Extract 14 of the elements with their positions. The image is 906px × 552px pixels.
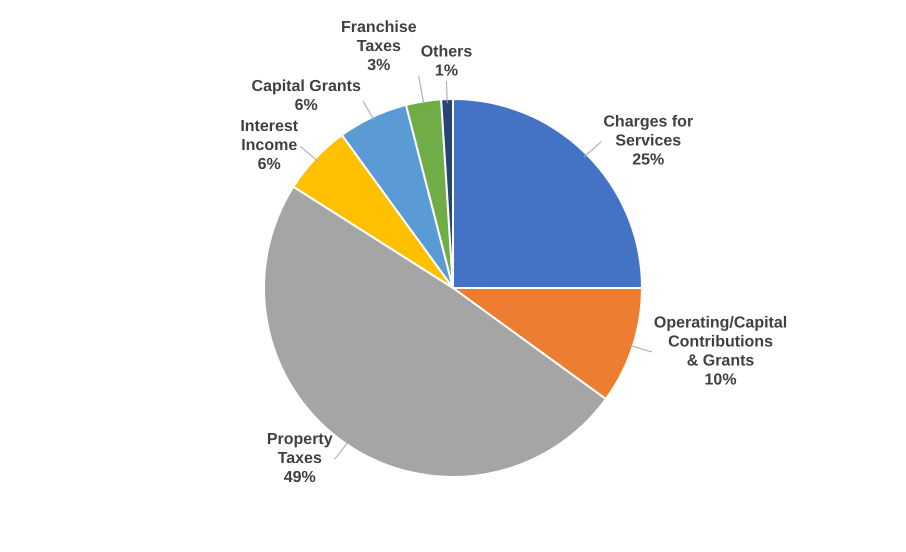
data-label: 25% [632, 152, 664, 169]
slice-label: Others [420, 44, 472, 61]
slice-label: Interest Income [240, 118, 299, 154]
data-label: 3% [367, 57, 390, 74]
slice-label: Franchise Taxes [341, 19, 417, 56]
slice-label: Operating/Capital Contributions & Grants [654, 314, 788, 370]
data-label: 10% [704, 371, 737, 388]
slice-label: Capital Grants [252, 78, 361, 96]
data-label: 49% [284, 469, 316, 486]
data-label: 6% [258, 156, 281, 174]
data-label: 6% [294, 97, 318, 114]
slice-label: Charges for Services [603, 114, 694, 150]
slice-label: Property Taxes [266, 431, 333, 468]
data-label: 1% [434, 62, 458, 80]
